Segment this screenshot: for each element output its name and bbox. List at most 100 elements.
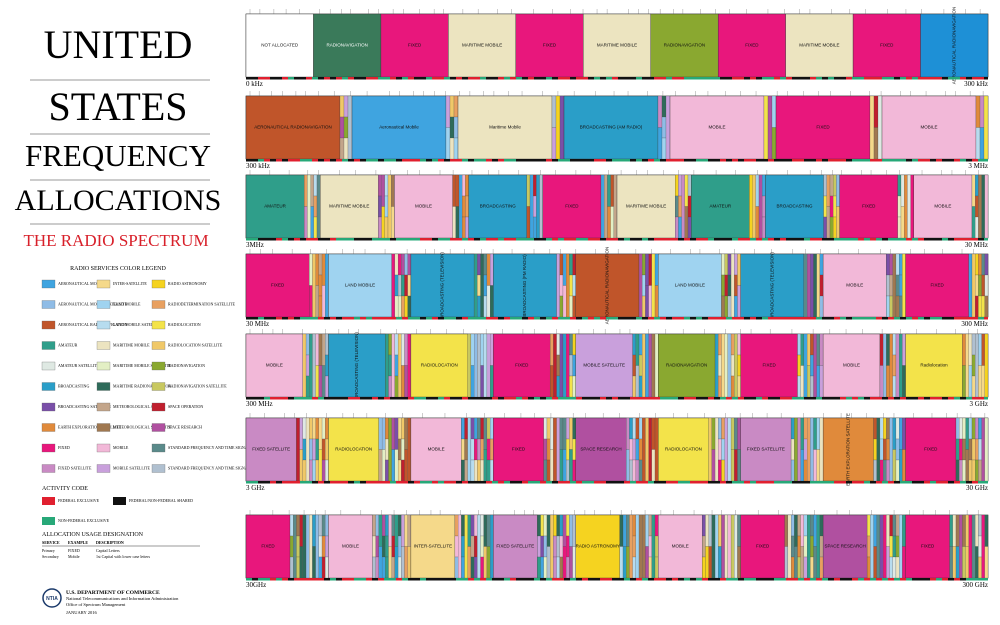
sub-allocation bbox=[569, 546, 573, 579]
activity-strip bbox=[510, 578, 516, 581]
activity-strip bbox=[984, 481, 988, 484]
allocation-block bbox=[448, 13, 517, 78]
activity-strip bbox=[972, 238, 978, 241]
activity-strip bbox=[354, 481, 360, 484]
sub-allocation bbox=[397, 417, 402, 440]
activity-strip bbox=[936, 578, 942, 581]
sub-allocation bbox=[550, 417, 554, 450]
activity-strip bbox=[246, 481, 252, 484]
sub-allocation bbox=[978, 459, 982, 482]
sub-allocation bbox=[981, 333, 985, 366]
activity-strip bbox=[660, 77, 666, 80]
legend-swatch bbox=[41, 382, 56, 391]
sub-allocation bbox=[975, 438, 979, 461]
sub-allocation bbox=[385, 535, 389, 558]
activity-strip bbox=[840, 159, 846, 162]
sub-allocation bbox=[897, 216, 902, 239]
sub-allocation bbox=[714, 417, 719, 482]
activity-strip bbox=[642, 238, 648, 241]
activity-strip bbox=[564, 159, 570, 162]
activity-strip bbox=[768, 578, 774, 581]
allocation-block bbox=[881, 95, 977, 160]
sub-allocation bbox=[981, 174, 985, 239]
sub-allocation bbox=[299, 514, 303, 547]
sub-allocation bbox=[546, 459, 551, 482]
activity-strip bbox=[348, 481, 354, 484]
sub-allocation bbox=[833, 174, 837, 197]
activity-strip bbox=[780, 159, 786, 162]
sub-allocation bbox=[899, 253, 903, 276]
sub-allocation bbox=[381, 174, 385, 207]
block-label: FIXED bbox=[756, 544, 770, 549]
activity-strip bbox=[396, 317, 402, 320]
legend-label: RADIODETERMINATION SATELLITE bbox=[168, 302, 236, 307]
activity-strip bbox=[588, 397, 594, 400]
activity-strip bbox=[816, 397, 822, 400]
spectrum-bands: NOT ALLOCATED RADIONAVIGATION FIXED MARITIM… bbox=[245, 7, 989, 589]
sub-allocation bbox=[886, 438, 890, 461]
sub-allocation bbox=[318, 253, 323, 276]
activity-strip bbox=[834, 238, 840, 241]
activity-strip bbox=[432, 397, 438, 400]
activity-strip bbox=[660, 159, 666, 162]
activity-strip bbox=[600, 77, 606, 80]
sub-allocation bbox=[454, 514, 459, 537]
usage-cell: Secondary bbox=[42, 554, 59, 559]
sub-allocation bbox=[724, 333, 728, 398]
activity-strip bbox=[870, 578, 876, 581]
sub-allocation bbox=[467, 333, 472, 398]
activity-strip bbox=[834, 317, 840, 320]
activity-strip bbox=[762, 159, 768, 162]
activity-strip bbox=[816, 77, 822, 80]
block-label: Maritime Mobile bbox=[489, 125, 521, 130]
activity-strip bbox=[936, 481, 942, 484]
sub-allocation bbox=[470, 438, 475, 461]
activity-strip bbox=[594, 159, 600, 162]
activity-strip bbox=[384, 159, 390, 162]
activity-strip bbox=[522, 578, 528, 581]
activity-strip bbox=[942, 578, 948, 581]
activity-strip bbox=[966, 397, 972, 400]
sub-allocation bbox=[813, 514, 817, 547]
activity-strip bbox=[558, 578, 564, 581]
activity-strip bbox=[654, 397, 660, 400]
activity-strip bbox=[492, 159, 498, 162]
block-label: EARTH EXPLORATION SATELLITE bbox=[846, 413, 851, 486]
sub-allocation bbox=[309, 514, 313, 579]
sub-allocation bbox=[318, 514, 323, 537]
block-label: FIXED bbox=[543, 43, 557, 48]
sub-allocation bbox=[971, 253, 976, 318]
activity-strip bbox=[846, 481, 852, 484]
activity-strip bbox=[522, 77, 528, 80]
activity-strip bbox=[636, 397, 642, 400]
activity-strip bbox=[300, 77, 306, 80]
activity-strip bbox=[768, 481, 774, 484]
sub-allocation bbox=[404, 514, 408, 547]
sub-allocation bbox=[711, 417, 716, 450]
sub-allocation bbox=[883, 438, 887, 461]
sub-allocation bbox=[635, 365, 640, 398]
sub-allocation bbox=[910, 174, 914, 239]
activity-strip bbox=[954, 481, 960, 484]
activity-strip bbox=[708, 481, 714, 484]
block-label: FIXED SATELLITE bbox=[252, 447, 290, 452]
block-label: NOT ALLOCATED bbox=[261, 43, 299, 48]
sub-allocation bbox=[339, 95, 345, 118]
activity-strip bbox=[678, 578, 684, 581]
activity-strip bbox=[684, 578, 690, 581]
activity-strip bbox=[858, 397, 864, 400]
sub-allocation bbox=[391, 174, 395, 207]
sub-allocation bbox=[387, 174, 392, 239]
sub-allocation bbox=[474, 253, 478, 318]
sub-allocation bbox=[900, 174, 905, 207]
activity-strip bbox=[816, 238, 822, 241]
sub-allocation bbox=[727, 333, 732, 398]
activity-strip bbox=[798, 578, 804, 581]
block-label: MARITIME MOBILE bbox=[462, 43, 502, 48]
sub-allocation bbox=[724, 253, 728, 276]
activity-strip bbox=[342, 397, 348, 400]
activity-strip bbox=[648, 159, 654, 162]
sub-allocation bbox=[555, 95, 561, 160]
sub-allocation bbox=[315, 438, 319, 461]
sub-allocation bbox=[302, 417, 307, 440]
